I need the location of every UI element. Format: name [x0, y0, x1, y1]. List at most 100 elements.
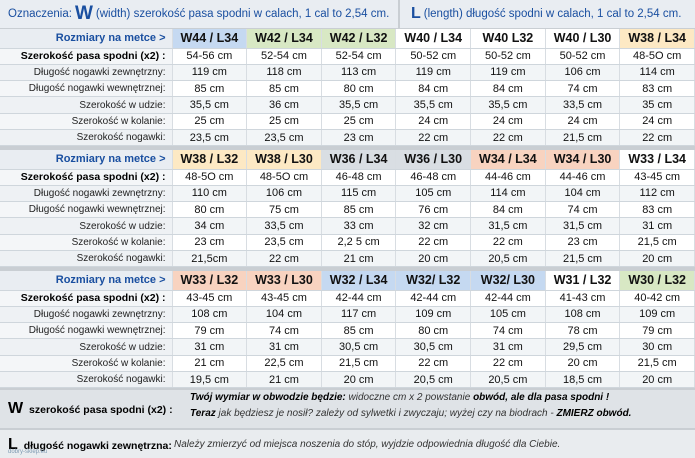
size-label: W36 / L34: [321, 150, 397, 170]
legend-prefix: Oznaczenia:: [8, 8, 72, 20]
length-legend-text: (length) długość spodni w calach, 1 cal …: [423, 8, 682, 20]
measurement-value: 84 cm: [470, 201, 546, 219]
size-label: W42 / L32: [321, 29, 397, 49]
measurement-value: 112 cm: [619, 185, 695, 203]
size-label: W38 / L34: [619, 29, 695, 49]
size-header-label: Rozmiary na metce >: [0, 150, 173, 170]
measurement-value: 44-46 cm: [545, 169, 621, 186]
measurement-value: 106 cm: [545, 64, 621, 82]
measurement-value: 83 cm: [619, 80, 695, 98]
measurement-value: 31,5 cm: [470, 217, 546, 235]
measurement-value: 30 cm: [619, 338, 695, 356]
measurement-value: 109 cm: [395, 306, 472, 324]
measurement-label: Długość nogawki wewnętrznej:: [0, 80, 173, 98]
length-legend: L (length) długość spodni w calach, 1 ca…: [400, 0, 695, 28]
measurement-value: 20 cm: [545, 355, 621, 372]
width-note: W szerokość pasa spodni (x2) : Twój wymi…: [0, 390, 695, 428]
width-note-line-1: Twój wymiar w obwodzie będzie: widoczne …: [190, 392, 610, 403]
measurement-row: Długość nogawki wewnętrznej: 80 cm 75 cm 85…: [0, 201, 695, 219]
size-label: W33 / L34: [619, 150, 695, 170]
measurement-value: 33,5 cm: [246, 217, 322, 235]
measurement-label: Szerokość w kolanie:: [0, 234, 173, 251]
measurement-value: 30,5 cm: [321, 338, 397, 356]
measurement-label: Szerokość nogawki:: [0, 371, 173, 389]
measurement-value: 119 cm: [172, 64, 248, 82]
measurement-value: 42-44 cm: [395, 290, 472, 307]
measurement-row: Szerokość nogawki: 21,5cm 22 cm 21 cm 20 cm 2…: [0, 250, 695, 268]
size-label: W34 / L34: [470, 150, 546, 170]
measurement-value: 35 cm: [619, 96, 695, 114]
measurement-row: Szerokość w udzie: 35,5 cm 36 cm 35,5 cm 35,…: [0, 96, 695, 114]
measurement-value: 21 cm: [321, 250, 397, 268]
measurement-value: 46-48 cm: [395, 169, 472, 186]
measurement-label: Długość nogawki wewnętrznej:: [0, 322, 173, 340]
measurement-label: Długość nogawki zewnętrzny:: [0, 306, 173, 324]
measurement-value: 25 cm: [321, 113, 397, 130]
measurement-row: Szerokość w kolanie: 23 cm 23,5 cm 2,2 5 cm…: [0, 234, 695, 251]
measurement-value: 114 cm: [619, 64, 695, 82]
measurement-value: 24 cm: [395, 113, 472, 130]
measurement-value: 22,5 cm: [246, 355, 322, 372]
measurement-value: 105 cm: [395, 185, 472, 203]
measurement-value: 83 cm: [619, 201, 695, 219]
measurement-value: 23 cm: [172, 234, 248, 251]
width-legend: Oznaczenia: W (width) szerokość pasa spo…: [0, 0, 400, 28]
measurement-value: 50-52 cm: [395, 48, 472, 65]
measurement-value: 35,5 cm: [395, 96, 472, 114]
measurement-value: 106 cm: [246, 185, 322, 203]
measurement-value: 33,5 cm: [545, 96, 621, 114]
measurement-row: Szerokość nogawki: 23,5 cm 23,5 cm 23 cm 22 …: [0, 129, 695, 147]
measurement-value: 42-44 cm: [321, 290, 397, 307]
measurement-value: 35,5 cm: [321, 96, 397, 114]
measurement-value: 44-46 cm: [470, 169, 546, 186]
measurement-value: 113 cm: [321, 64, 397, 82]
measurement-value: 41-43 cm: [545, 290, 621, 307]
measurement-value: 21,5 cm: [321, 355, 397, 372]
size-label: W31 / L32: [545, 271, 621, 291]
width-note-line-2: Teraz jak będziesz je nosił? zależy od s…: [190, 408, 632, 419]
measurement-value: 118 cm: [246, 64, 322, 82]
size-label: W44 / L34: [172, 29, 248, 49]
measurement-value: 84 cm: [470, 80, 546, 98]
measurement-value: 48-5O cm: [619, 48, 695, 65]
measurement-value: 20 cm: [395, 250, 472, 268]
measurement-value: 80 cm: [172, 201, 248, 219]
measurement-value: 25 cm: [172, 113, 248, 130]
measurement-row: Szerokość pasa spodni (x2) :43-45 cm 43-4…: [0, 290, 695, 307]
measurement-value: 22 cm: [246, 250, 322, 268]
measurement-value: 35,5 cm: [172, 96, 248, 114]
measurement-row: Szerokość pasa spodni (x2) :54-56 cm 52-5…: [0, 48, 695, 65]
measurement-value: 42-44 cm: [470, 290, 546, 307]
length-note-text: Należy zmierzyć od miejsca noszenia do s…: [174, 439, 561, 450]
length-letter: L: [411, 5, 421, 22]
measurement-value: 48-5O cm: [246, 169, 322, 186]
measurement-value: 54-56 cm: [172, 48, 248, 65]
measurement-value: 36 cm: [246, 96, 322, 114]
size-header-row: Rozmiary na metce > W38 / L32 W38 / L30 W36…: [0, 150, 695, 170]
size-label: W32 / L34: [321, 271, 397, 291]
size-label: W40 / L34: [395, 29, 472, 49]
measurement-value: 22 cm: [470, 355, 546, 372]
size-label: W33 / L30: [246, 271, 322, 291]
size-label: W42 / L34: [246, 29, 322, 49]
measurement-label: Szerokość nogawki:: [0, 250, 173, 268]
measurement-value: 25 cm: [246, 113, 322, 130]
measurement-value: 22 cm: [395, 234, 472, 251]
measurement-value: 104 cm: [246, 306, 322, 324]
size-table-2: Rozmiary na metce > W38 / L32 W38 / L30 W36…: [0, 150, 695, 268]
measurement-value: 31 cm: [172, 338, 248, 356]
measurement-label: Szerokość pasa spodni (x2) :: [0, 48, 173, 65]
size-label: W40 L32: [470, 29, 546, 49]
measurement-value: 119 cm: [395, 64, 472, 82]
measurement-label: Długość nogawki zewnętrzny:: [0, 64, 173, 82]
size-label: W32/ L32: [395, 271, 472, 291]
measurement-value: 2,2 5 cm: [321, 234, 397, 251]
measurement-value: 74 cm: [246, 322, 322, 340]
length-note: L długość nogawki zewnętrzna: Należy zmi…: [0, 430, 695, 458]
measurement-value: 50-52 cm: [545, 48, 621, 65]
measurement-value: 43-45 cm: [619, 169, 695, 186]
measurement-value: 85 cm: [321, 201, 397, 219]
measurement-value: 80 cm: [395, 322, 472, 340]
measurement-value: 24 cm: [545, 113, 621, 130]
width-note-letter: W: [8, 400, 24, 417]
